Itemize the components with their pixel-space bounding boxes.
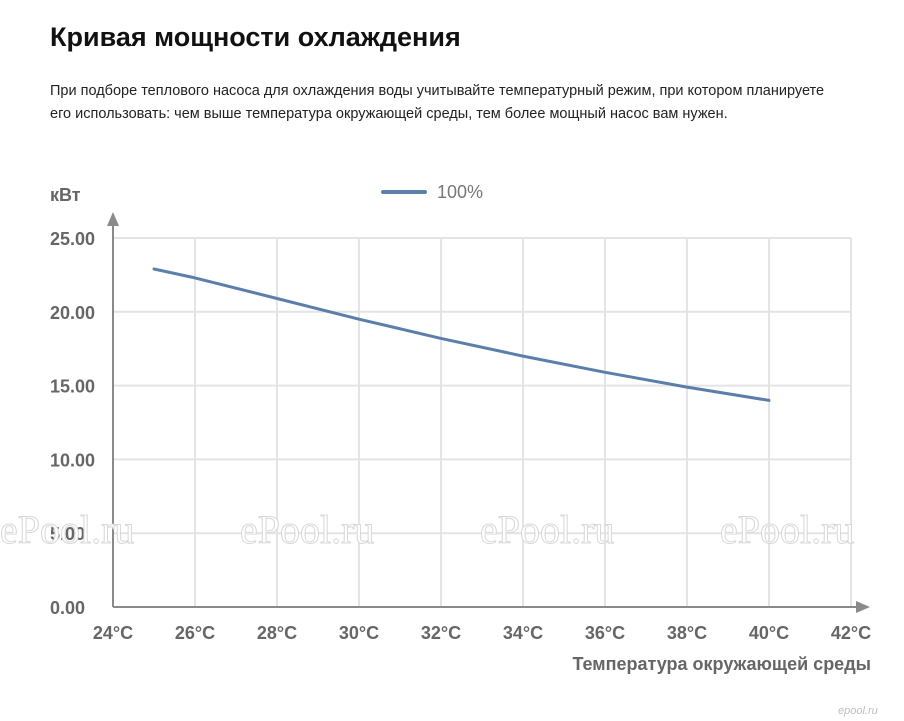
series-layer bbox=[152, 267, 771, 402]
chart-axes bbox=[107, 212, 870, 613]
watermarks: ePool.ru ePool.ru ePool.ru ePool.ru bbox=[0, 507, 855, 553]
chart-grid bbox=[113, 237, 852, 607]
y-tick-label: 15.00 bbox=[50, 377, 95, 397]
x-tick-label: 36°C bbox=[585, 623, 625, 643]
y-tick-label: 25.00 bbox=[50, 229, 95, 249]
y-tick-label: 20.00 bbox=[50, 303, 95, 323]
x-tick-label: 26°C bbox=[175, 623, 215, 643]
corner-watermark: epool.ru bbox=[838, 705, 878, 717]
x-tick-label: 32°C bbox=[421, 623, 461, 643]
page-title: Кривая мощности охлаждения bbox=[50, 22, 461, 52]
legend-label: 100% bbox=[437, 182, 483, 202]
x-axis-arrow bbox=[856, 601, 870, 613]
page-description: При подборе теплового насоса для охлажде… bbox=[50, 83, 825, 122]
legend: 100% bbox=[381, 182, 483, 202]
watermark-text: ePool.ru bbox=[480, 507, 614, 552]
y-tick-label: 0.00 bbox=[50, 598, 85, 618]
x-tick-label: 28°C bbox=[257, 623, 297, 643]
y-axis-arrow bbox=[107, 212, 119, 226]
x-tick-label: 24°C bbox=[93, 623, 133, 643]
y-tick-label: 5.00 bbox=[50, 524, 85, 544]
x-tick-labels: 24°C 26°C 28°C 30°C 32°C 34°C 36°C 38°C 40°C 42°C bbox=[93, 623, 871, 643]
x-tick-label: 40°C bbox=[749, 623, 789, 643]
series-line bbox=[152, 267, 771, 402]
watermark-text: ePool.ru bbox=[720, 507, 854, 552]
x-tick-label: 34°C bbox=[503, 623, 543, 643]
y-tick-label: 10.00 bbox=[50, 450, 95, 470]
y-tick-labels: 0.00 5.00 10.00 15.00 20.00 25.00 bbox=[50, 229, 95, 618]
watermark-text: ePool.ru bbox=[0, 507, 134, 552]
x-tick-label: 38°C bbox=[667, 623, 707, 643]
x-tick-label: 42°C bbox=[831, 623, 871, 643]
x-axis-title: Температура окружающей среды bbox=[572, 654, 871, 674]
x-tick-label: 30°C bbox=[339, 623, 379, 643]
watermark-text: ePool.ru bbox=[240, 507, 374, 552]
y-axis-title: кВт bbox=[50, 185, 81, 205]
